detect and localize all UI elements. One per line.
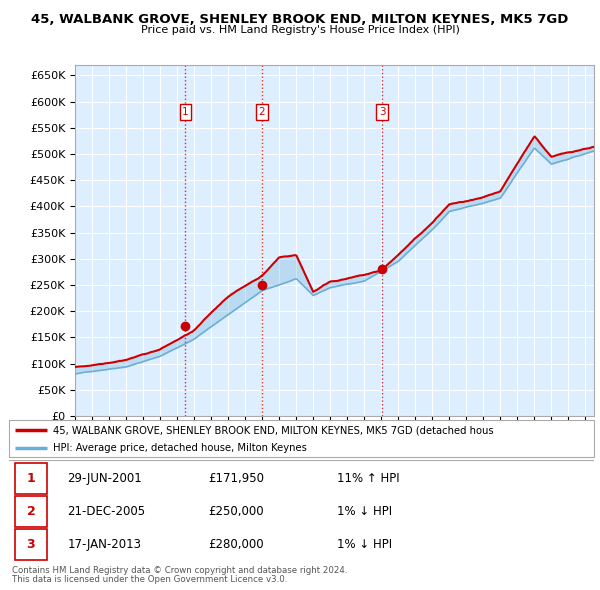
Text: 1: 1: [182, 107, 189, 117]
Text: 11% ↑ HPI: 11% ↑ HPI: [337, 472, 399, 486]
Text: This data is licensed under the Open Government Licence v3.0.: This data is licensed under the Open Gov…: [12, 575, 287, 584]
Text: 29-JUN-2001: 29-JUN-2001: [67, 472, 142, 486]
Text: Contains HM Land Registry data © Crown copyright and database right 2024.: Contains HM Land Registry data © Crown c…: [12, 566, 347, 575]
Text: £250,000: £250,000: [208, 505, 263, 519]
Text: 1% ↓ HPI: 1% ↓ HPI: [337, 538, 392, 552]
Text: 45, WALBANK GROVE, SHENLEY BROOK END, MILTON KEYNES, MK5 7GD: 45, WALBANK GROVE, SHENLEY BROOK END, MI…: [31, 13, 569, 26]
Text: 2: 2: [259, 107, 265, 117]
Text: 1: 1: [26, 472, 35, 486]
Text: £171,950: £171,950: [208, 472, 264, 486]
FancyBboxPatch shape: [15, 529, 47, 560]
Text: Price paid vs. HM Land Registry's House Price Index (HPI): Price paid vs. HM Land Registry's House …: [140, 25, 460, 35]
Text: 3: 3: [379, 107, 385, 117]
Text: 45, WALBANK GROVE, SHENLEY BROOK END, MILTON KEYNES, MK5 7GD (detached hous: 45, WALBANK GROVE, SHENLEY BROOK END, MI…: [53, 425, 493, 435]
FancyBboxPatch shape: [15, 496, 47, 527]
Text: 2: 2: [26, 505, 35, 519]
Text: 1% ↓ HPI: 1% ↓ HPI: [337, 505, 392, 519]
Text: 17-JAN-2013: 17-JAN-2013: [67, 538, 142, 552]
Text: 3: 3: [26, 538, 35, 552]
Text: £280,000: £280,000: [208, 538, 263, 552]
Text: HPI: Average price, detached house, Milton Keynes: HPI: Average price, detached house, Milt…: [53, 443, 307, 453]
Text: 21-DEC-2005: 21-DEC-2005: [67, 505, 146, 519]
FancyBboxPatch shape: [15, 463, 47, 494]
